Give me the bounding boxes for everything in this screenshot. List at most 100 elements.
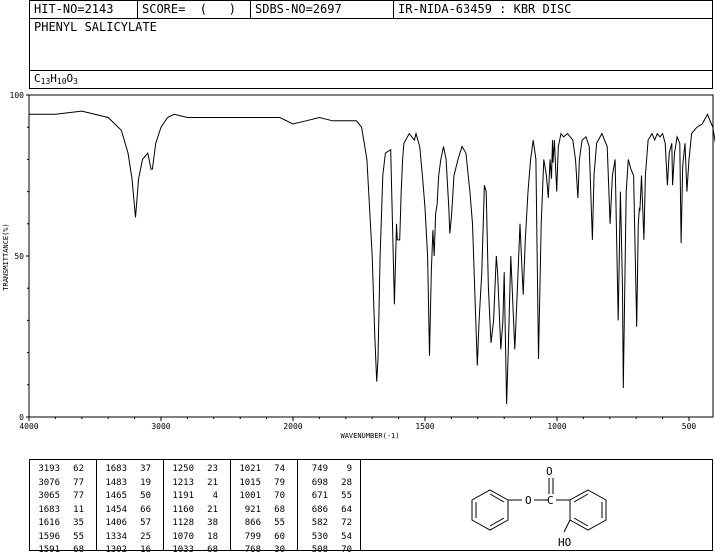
peak-row: 1596 55	[30, 531, 96, 545]
peak-row: 749 9	[298, 463, 360, 477]
peak-row: 1213 21	[164, 477, 230, 491]
peak-transmittance: 30	[274, 545, 285, 555]
peak-transmittance: 55	[274, 518, 285, 528]
peak-wavenumber: 768	[244, 545, 261, 555]
peak-row: 686 64	[298, 504, 360, 518]
y-tick-label: 0	[19, 413, 24, 422]
peak-row: 1033 68	[164, 544, 230, 558]
peak-wavenumber: 1591	[38, 545, 60, 555]
x-tick-label: 3000	[151, 422, 170, 431]
peak-wavenumber: 698	[311, 477, 328, 488]
peak-row: 1250 23	[164, 463, 230, 477]
structure-diagram: O O C HO	[430, 460, 712, 550]
phenyl-salicylate-structure: O O C HO	[471, 465, 607, 549]
x-tick-label: 500	[682, 422, 697, 431]
peak-transmittance: 68	[274, 504, 285, 515]
x-axis-label: WAVENUMBER(-1)	[340, 432, 399, 440]
y-tick-label: 50	[14, 252, 24, 261]
peak-row: 3076 77	[30, 477, 96, 491]
spectrum-series	[29, 110, 715, 405]
peak-row: 1683 11	[30, 504, 96, 518]
spectrum-header: HIT-NO=2143 SCORE= ( ) SDBS-NO=2697 IR-N…	[29, 0, 713, 89]
peak-transmittance: 74	[274, 464, 285, 474]
ir-spectrum-chart: 100 50 0 4000 3000 2000 1500 1000 500 WAVENUMBER(…	[0, 91, 715, 442]
peak-wavenumber: 1128	[172, 518, 194, 528]
peak-row: 1160 21	[164, 504, 230, 518]
peak-wavenumber: 3076	[38, 477, 60, 488]
header-row: HIT-NO=2143 SCORE= ( ) SDBS-NO=2697 IR-N…	[30, 1, 712, 19]
peak-wavenumber: 749	[311, 464, 328, 474]
peak-transmittance: 35	[73, 518, 84, 528]
carbonyl-carbon-label: C	[547, 494, 554, 507]
y-axis-label: TRANSMITTANCE(%)	[2, 223, 10, 290]
peak-transmittance: 64	[341, 504, 352, 515]
peak-wavenumber: 1454	[105, 504, 127, 515]
peak-row: 1465 50	[97, 490, 163, 504]
peak-transmittance: 68	[207, 545, 218, 555]
peak-column-3: 1250 23 1213 21 1191 4 1160 21 1128 38 1070 18 1033 6…	[164, 460, 231, 555]
peak-wavenumber: 1683	[105, 464, 127, 474]
peak-transmittance: 28	[341, 477, 352, 488]
peak-transmittance: 9	[346, 464, 352, 474]
peak-wavenumber: 530	[311, 531, 328, 542]
peak-row: 530 54	[298, 531, 360, 545]
peak-wavenumber: 1250	[172, 464, 194, 474]
peak-transmittance: 21	[207, 477, 218, 488]
peak-wavenumber: 671	[311, 491, 328, 501]
peak-row: 1454 66	[97, 504, 163, 518]
peak-transmittance: 57	[140, 518, 151, 528]
peak-row: 1483 19	[97, 477, 163, 491]
peak-transmittance: 23	[207, 464, 218, 474]
peak-wavenumber: 1070	[172, 531, 194, 542]
compound-name: PHENYL SALICYLATE	[34, 20, 157, 34]
ester-oxygen-label: O	[525, 494, 532, 507]
peak-transmittance: 50	[140, 491, 151, 501]
peak-wavenumber: 1683	[38, 504, 60, 515]
peak-wavenumber: 1465	[105, 491, 127, 501]
hit-number: HIT-NO=2143	[30, 1, 138, 18]
x-tick-label: 2000	[283, 422, 302, 431]
peak-transmittance: 38	[207, 518, 218, 528]
peak-row: 3065 77	[30, 490, 96, 504]
peak-row: 1616 35	[30, 517, 96, 531]
peak-row: 866 55	[231, 517, 297, 531]
peak-transmittance: 79	[274, 477, 285, 488]
peak-transmittance: 77	[73, 491, 84, 501]
peak-wavenumber: 1213	[172, 477, 194, 488]
peak-wavenumber: 1001	[239, 491, 261, 501]
peak-wavenumber: 1596	[38, 531, 60, 542]
x-tick-label: 4000	[19, 422, 38, 431]
peak-wavenumber: 1334	[105, 531, 127, 542]
peak-transmittance: 18	[207, 531, 218, 542]
peak-column-5: 749 9 698 28 671 55 686 64 582 72 530 54 508 70	[298, 460, 361, 555]
peak-row: 921 68	[231, 504, 297, 518]
peak-transmittance: 54	[341, 531, 352, 542]
peak-row: 799 60	[231, 531, 297, 545]
peak-row: 1070 18	[164, 531, 230, 545]
peak-transmittance: 60	[274, 531, 285, 542]
peak-row: 1001 70	[231, 490, 297, 504]
peak-wavenumber: 1033	[172, 545, 194, 555]
peak-transmittance: 25	[140, 531, 151, 542]
peak-row: 1128 38	[164, 517, 230, 531]
peak-row: 1302 16	[97, 544, 163, 558]
x-tick-label: 1000	[547, 422, 566, 431]
peak-wavenumber: 1483	[105, 477, 127, 488]
score: SCORE= ( )	[138, 1, 251, 18]
peak-row: 1406 57	[97, 517, 163, 531]
peak-row: 1334 25	[97, 531, 163, 545]
peak-wavenumber: 1406	[105, 518, 127, 528]
peak-column-4: 1021 74 1015 79 1001 70 921 68 866 55 799 60 768 30	[231, 460, 298, 555]
peak-transmittance: 16	[140, 545, 151, 555]
peak-row: 768 30	[231, 544, 297, 558]
peak-wavenumber: 3065	[38, 491, 60, 501]
peak-row: 1191 4	[164, 490, 230, 504]
ir-nida-info: IR-NIDA-63459 : KBR DISC	[398, 2, 572, 16]
peak-transmittance: 55	[73, 531, 84, 542]
plot-frame	[28, 94, 714, 418]
salicyl-ring	[569, 489, 607, 531]
peak-transmittance: 55	[341, 491, 352, 501]
peak-wavenumber: 1302	[105, 545, 127, 555]
peak-row: 1015 79	[231, 477, 297, 491]
